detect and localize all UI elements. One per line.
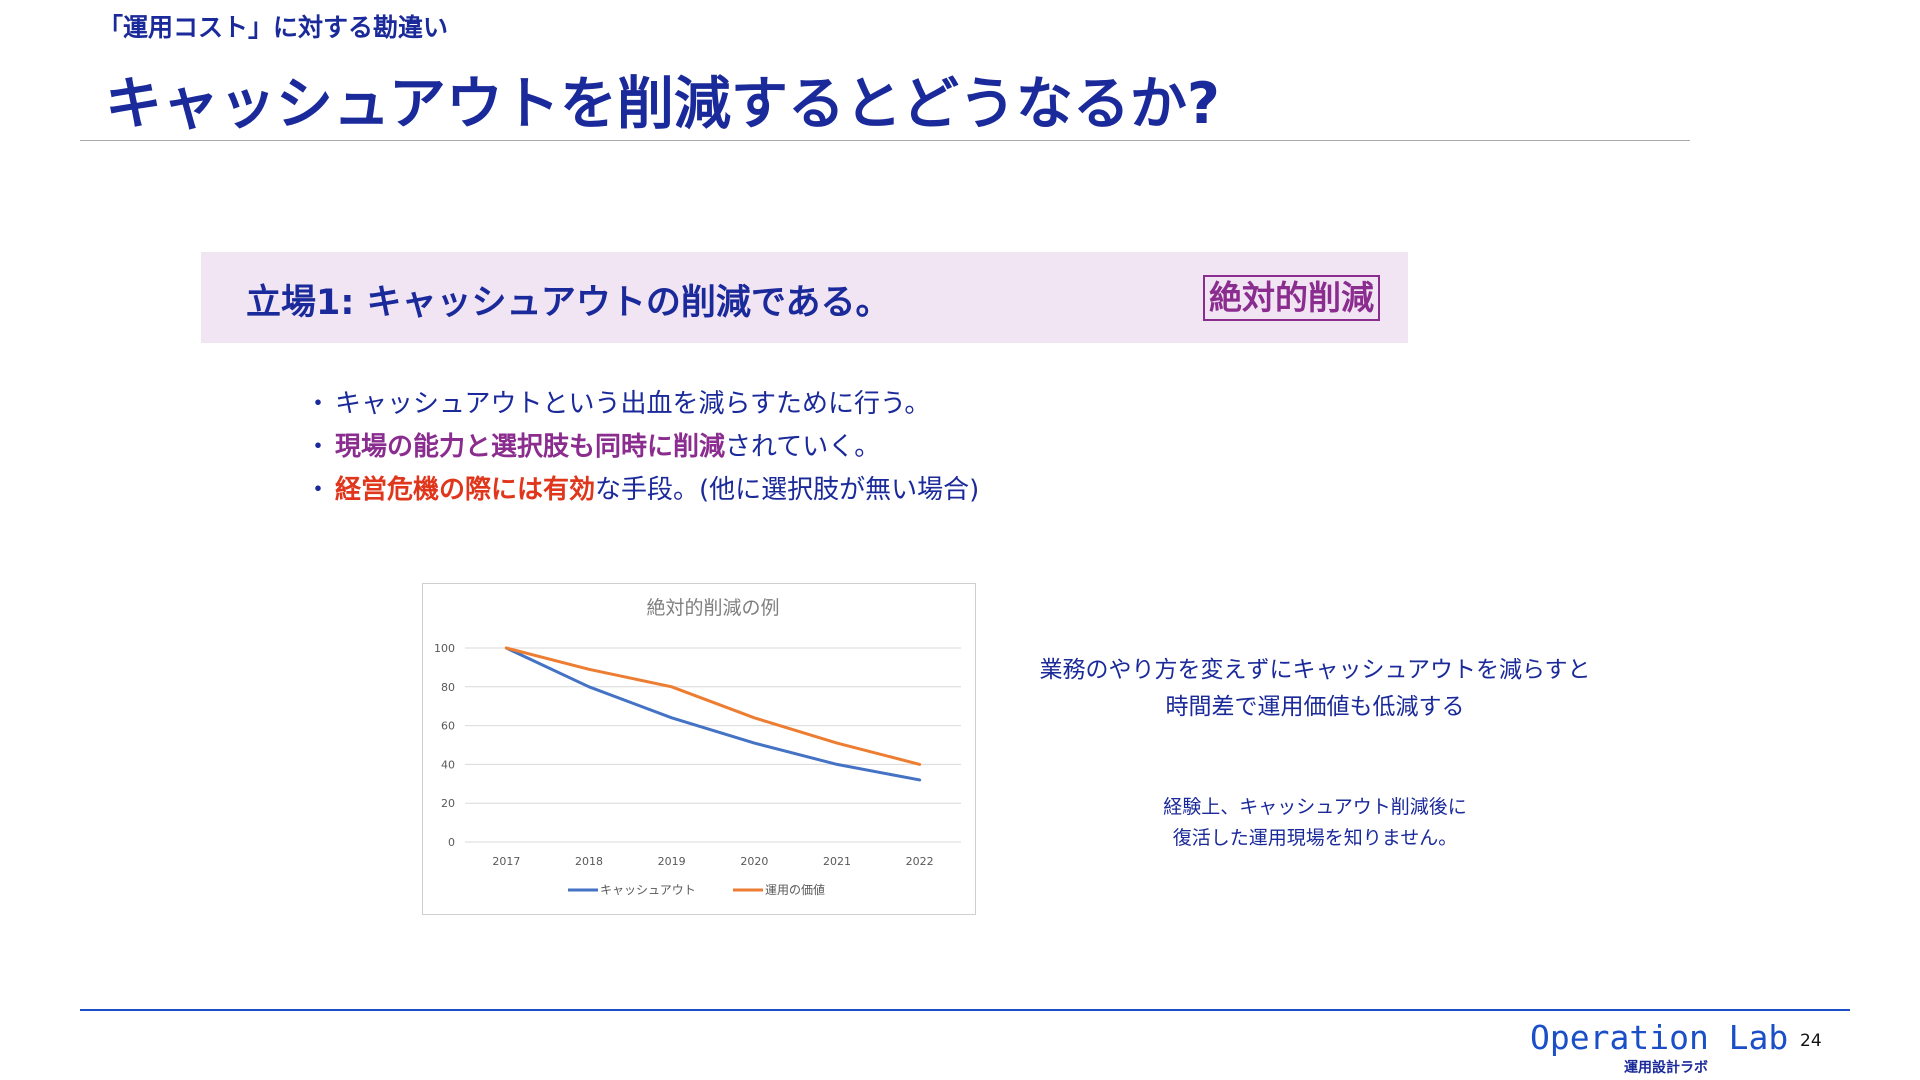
bullet-highlight: 現場の能力と選択肢も同時に削減 <box>335 432 726 462</box>
data-point <box>919 763 921 765</box>
y-tick-label: 60 <box>441 720 455 733</box>
note-line: 業務のやり方を変えずにキャッシュアウトを減らすと <box>1039 657 1591 683</box>
y-tick-label: 0 <box>448 836 455 849</box>
note-experience: 経験上、キャッシュアウト削減後に 復活した運用現場を知りません。 <box>1100 792 1530 854</box>
series-line-operation-value <box>504 646 922 766</box>
data-point <box>753 742 755 744</box>
page-number: 24 <box>1800 1031 1822 1051</box>
data-point <box>671 686 673 688</box>
note-line: 時間差で運用価値も低減する <box>1165 694 1465 720</box>
footer-divider <box>80 1009 1850 1011</box>
banner-text: 立場1: キャッシュアウトの削減である。 <box>246 283 891 323</box>
brand-logo: Operation Lab <box>1530 1018 1789 1057</box>
bullet-text: な手段。(他に選択肢が無い場合) <box>595 475 980 505</box>
data-point <box>505 647 507 649</box>
bullet-dot-icon: ・ <box>305 432 332 462</box>
y-tick-label: 40 <box>441 758 455 771</box>
legend-label: キャッシュアウト <box>600 883 696 897</box>
x-tick-label: 2020 <box>740 855 768 868</box>
bullet-text: キャッシュアウトという出血を減らすために行う。 <box>335 389 931 419</box>
data-point <box>836 742 838 744</box>
bullet-dot-icon: ・ <box>305 475 332 505</box>
bullet-item: ・キャッシュアウトという出血を減らすために行う。 <box>305 383 979 426</box>
y-tick-label: 100 <box>434 642 455 655</box>
x-tick-label: 2018 <box>575 855 603 868</box>
bullet-highlight: 経営危機の際には有効 <box>335 475 596 505</box>
bullet-text: されていく。 <box>725 432 881 462</box>
data-point <box>588 686 590 688</box>
chart-container: 絶対的削減の例 0 20 40 60 80 100 2017 2018 2019 2020 2021 2… <box>422 583 976 915</box>
bullet-dot-icon: ・ <box>305 389 332 419</box>
y-tick-label: 20 <box>441 797 455 810</box>
x-tick-label: 2021 <box>823 855 851 868</box>
data-point <box>753 717 755 719</box>
note-value-decline: 業務のやり方を変えずにキャッシュアウトを減らすと 時間差で運用価値も低減する <box>1010 652 1620 726</box>
x-tick-label: 2019 <box>658 855 686 868</box>
data-point <box>836 763 838 765</box>
bullet-list: ・キャッシュアウトという出血を減らすために行う。 ・現場の能力と選択肢も同時に削… <box>305 383 979 512</box>
slide-title: キャッシュアウトを削減するとどうなるか? <box>105 71 1220 137</box>
brand-subtitle: 運用設計ラボ <box>1624 1060 1708 1076</box>
data-point <box>919 779 921 781</box>
series-line-cash-out <box>504 646 922 782</box>
line-chart: 絶対的削減の例 0 20 40 60 80 100 2017 2018 2019 2020 2021 2… <box>434 597 961 897</box>
absolute-reduction-badge: 絶対的削減 <box>1203 275 1380 321</box>
data-point <box>671 717 673 719</box>
title-divider <box>80 140 1690 141</box>
chart-title: 絶対的削減の例 <box>646 597 779 619</box>
x-tick-label: 2022 <box>906 855 934 868</box>
position-banner: 立場1: キャッシュアウトの削減である。 絶対的削減 <box>201 252 1408 343</box>
y-tick-label: 80 <box>441 681 455 694</box>
note-line: 復活した運用現場を知りません。 <box>1172 827 1458 849</box>
data-point <box>588 668 590 670</box>
note-line: 経験上、キャッシュアウト削減後に <box>1163 796 1467 818</box>
legend-label: 運用の価値 <box>765 882 825 897</box>
x-tick-label: 2017 <box>492 855 520 868</box>
bullet-item: ・現場の能力と選択肢も同時に削減されていく。 <box>305 426 979 469</box>
slide-subtitle: 「運用コスト」に対する勘違い <box>98 13 449 42</box>
bullet-item: ・経営危機の際には有効な手段。(他に選択肢が無い場合) <box>305 469 979 512</box>
